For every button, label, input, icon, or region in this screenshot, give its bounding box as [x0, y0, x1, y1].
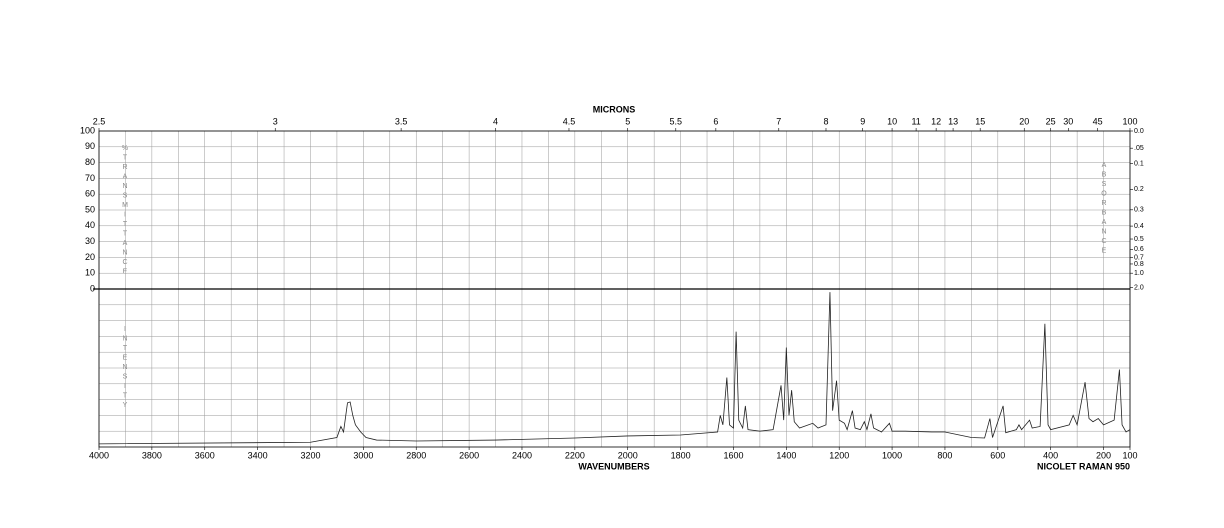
x2-tick-label: 13 — [948, 116, 958, 126]
x2-tick-label: 4 — [493, 116, 498, 126]
y-tick-label: 80 — [85, 157, 95, 167]
y2-tick-label: 0.3 — [1134, 207, 1144, 214]
x2-tick-label: 45 — [1093, 116, 1103, 126]
x-tick-label: 2400 — [512, 450, 532, 460]
x-tick-label: 2800 — [406, 450, 426, 460]
x2-tick-label: 20 — [1019, 116, 1029, 126]
x-tick-label: 3600 — [195, 450, 215, 460]
x2-tick-label: 7 — [776, 116, 781, 126]
x2-tick-label: 5 — [625, 116, 630, 126]
x-tick-label: 800 — [937, 450, 952, 460]
x-tick-label: 600 — [990, 450, 1005, 460]
y-tick-label: 70 — [85, 173, 95, 183]
x2-tick-label: 4.5 — [563, 116, 576, 126]
y2-tick-label: 0.6 — [1134, 246, 1144, 253]
y2-tick-label: 0.2 — [1134, 186, 1144, 193]
y2-tick-label: 0.7 — [1134, 254, 1144, 261]
x-tick-label: 1400 — [776, 450, 796, 460]
y2-tick-label: 0.1 — [1134, 160, 1144, 167]
y-tick-label: 10 — [85, 268, 95, 278]
y2-tick-label: 1.0 — [1134, 270, 1144, 277]
y-tick-label: 50 — [85, 204, 95, 214]
x-tick-label: 1600 — [723, 450, 743, 460]
x-tick-label: 3400 — [248, 450, 268, 460]
x2-axis-title: MICRONS — [593, 104, 636, 114]
x-tick-label: 400 — [1043, 450, 1058, 460]
x-tick-label: 2600 — [459, 450, 479, 460]
y-tick-label: 90 — [85, 141, 95, 151]
x2-tick-label: 11 — [911, 116, 920, 126]
x-tick-label: 3800 — [142, 450, 162, 460]
x2-tick-label: 9 — [860, 116, 865, 126]
x2-tick-label: 5.5 — [670, 116, 683, 126]
x-axis-title: WAVENUMBERS — [578, 461, 649, 471]
y2-tick-label: 2.0 — [1134, 284, 1144, 291]
x-tick-label: 2200 — [565, 450, 585, 460]
intensity-label: INTENSITY — [122, 326, 129, 412]
absorbance-label: ABSORBANCE — [1100, 162, 1107, 257]
x-tick-label: 4000 — [89, 450, 109, 460]
x-tick-label: 200 — [1096, 450, 1111, 460]
y2-tick-label: .05 — [1134, 145, 1144, 152]
x-tick-label: 3000 — [353, 450, 373, 460]
y-tick-label: 20 — [85, 252, 95, 262]
x2-tick-label: 30 — [1063, 116, 1073, 126]
x2-tick-label: 100 — [1122, 116, 1137, 126]
annotation: NICOLET RAMAN 950 — [1037, 461, 1130, 471]
x2-tick-label: 2.5 — [93, 116, 106, 126]
x2-tick-label: 8 — [823, 116, 828, 126]
y-tick-label: 40 — [85, 220, 95, 230]
x2-tick-label: 12 — [931, 116, 941, 126]
x2-tick-label: 6 — [713, 116, 718, 126]
y2-tick-label: 0.5 — [1134, 236, 1144, 243]
x-tick-label: 1800 — [671, 450, 691, 460]
spectrum-line — [98, 292, 1131, 445]
y-tick-label: 0 — [90, 283, 95, 293]
x-tick-label: 1000 — [882, 450, 902, 460]
y2-tick-label: 0.4 — [1134, 223, 1144, 230]
x-tick-label: 3200 — [300, 450, 320, 460]
y2-tick-label: 0.0 — [1134, 128, 1144, 135]
y-tick-label: 30 — [85, 236, 95, 246]
x2-tick-label: 3 — [273, 116, 278, 126]
y2-tick-label: 0.8 — [1134, 261, 1144, 268]
transmittance-label: %TRANSMITTANCE — [121, 145, 128, 278]
y-tick-label: 100 — [80, 125, 95, 135]
x2-tick-label: 3.5 — [395, 116, 408, 126]
x2-tick-label: 25 — [1046, 116, 1056, 126]
x2-tick-label: 10 — [887, 116, 897, 126]
x-tick-label: 1200 — [829, 450, 849, 460]
x-tick-label: 100 — [1122, 450, 1137, 460]
y-tick-label: 60 — [85, 189, 95, 199]
x-tick-label: 2000 — [618, 450, 638, 460]
x2-tick-label: 15 — [975, 116, 985, 126]
